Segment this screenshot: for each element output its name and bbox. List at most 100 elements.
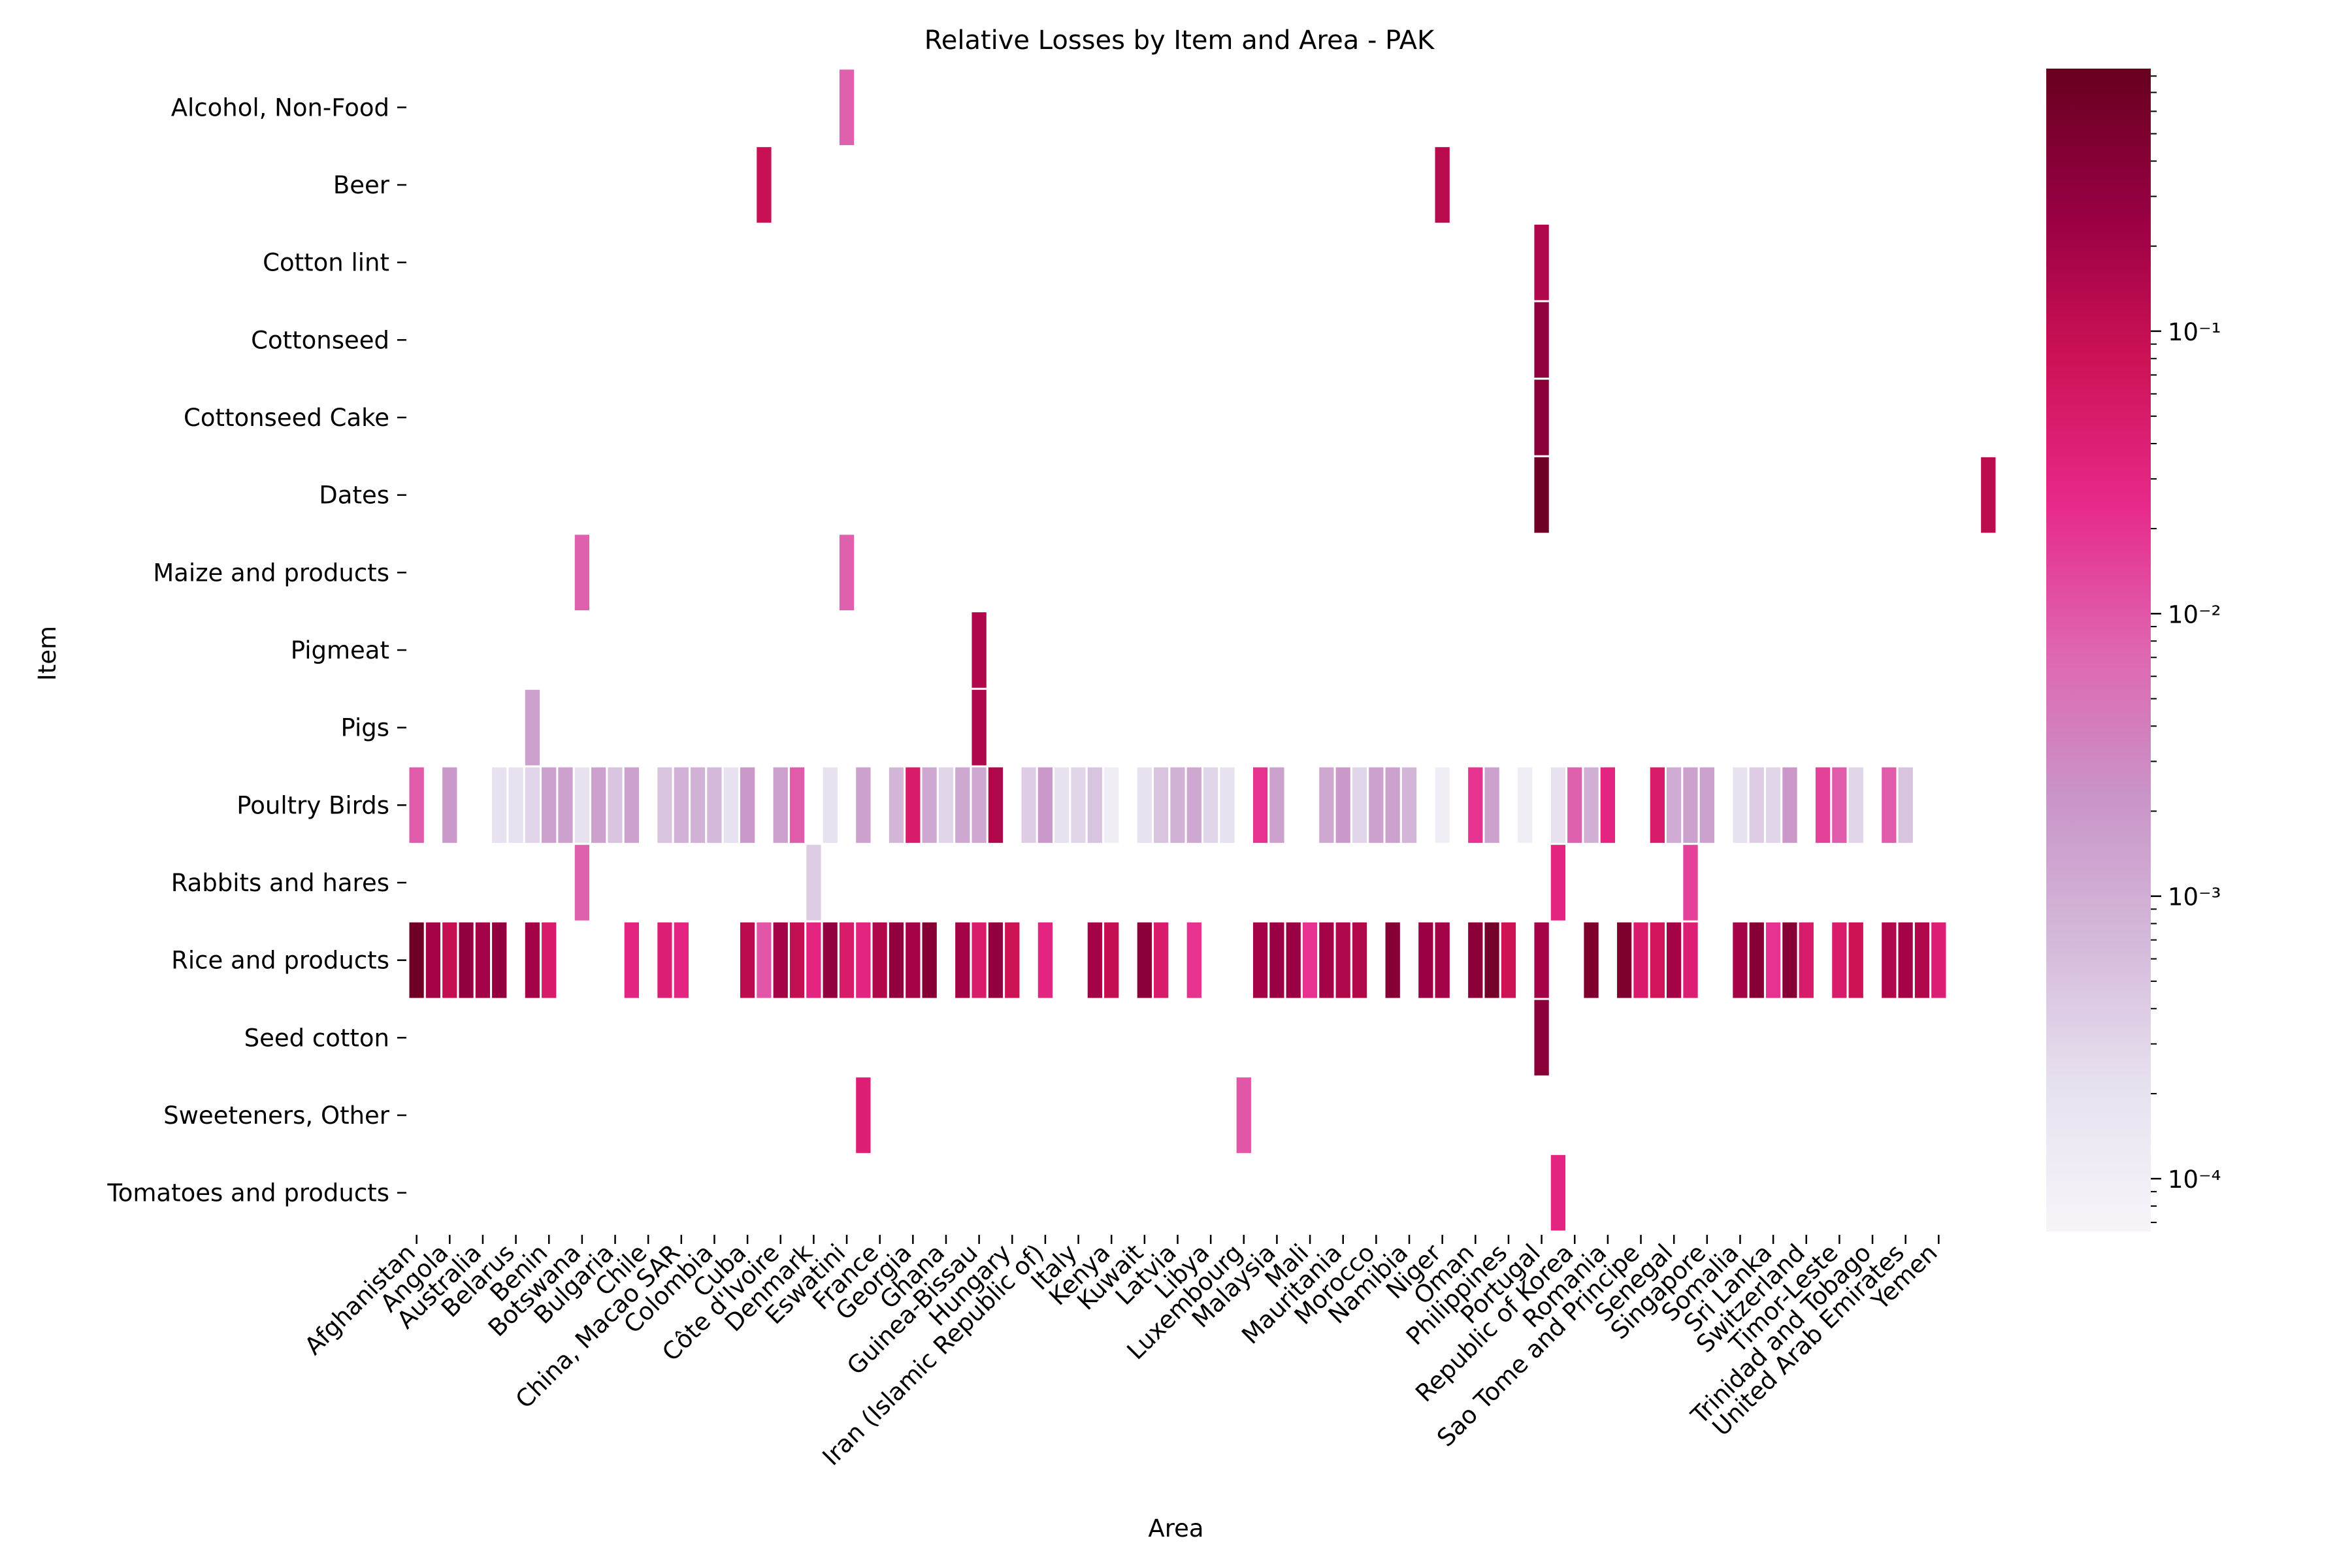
y-tick-label: Tomatoes and products: [106, 1179, 389, 1207]
y-tick-label: Beer: [333, 171, 390, 199]
heatmap-cell: [572, 843, 592, 923]
heatmap-cell: [738, 920, 757, 1000]
heatmap-cell: [1102, 765, 1121, 845]
heatmap-cell: [1383, 920, 1402, 1000]
heatmap-cell: [457, 920, 476, 1000]
heatmap-cell: [904, 765, 923, 845]
heatmap-cell: [423, 920, 443, 1000]
heatmap-cell: [804, 843, 823, 923]
heatmap-cell: [970, 610, 988, 690]
heatmap-cell: [837, 920, 857, 1000]
heatmap-cell: [1532, 998, 1551, 1078]
heatmap-cell: [1665, 765, 1684, 845]
heatmap-cell: [1218, 765, 1237, 845]
heatmap-cell: [1797, 920, 1816, 1000]
heatmap-cell: [1499, 920, 1518, 1000]
y-tick-label: Dates: [319, 482, 389, 510]
heatmap-cell: [1763, 920, 1783, 1000]
heatmap-cell: [1019, 765, 1038, 845]
heatmap-cell: [1069, 765, 1088, 845]
heatmap-cell: [920, 765, 939, 845]
heatmap-cell: [1532, 920, 1551, 1000]
heatmap-cell: [1482, 920, 1501, 1000]
heatmap-cell: [523, 687, 542, 768]
heatmap-cell: [1532, 300, 1551, 380]
heatmap-cell: [1747, 920, 1766, 1000]
heatmap-cell: [688, 765, 708, 845]
heatmap-cell: [837, 67, 857, 148]
heatmap-cell: [1830, 765, 1849, 845]
heatmap-cell: [1267, 765, 1286, 845]
y-tick-label: Seed cotton: [244, 1024, 389, 1052]
heatmap-cell: [1681, 920, 1700, 1000]
heatmap-cell: [1631, 920, 1650, 1000]
heatmap-cell: [1053, 765, 1071, 845]
heatmap-cell: [1565, 765, 1584, 845]
heatmap-cell: [1168, 765, 1187, 845]
heatmap-cell: [1466, 920, 1485, 1000]
heatmap-cell: [1681, 843, 1700, 923]
heatmap-cells: [407, 67, 1998, 1233]
y-tick-label: Rabbits and hares: [171, 869, 389, 897]
heatmap-cell: [473, 920, 493, 1000]
heatmap-cell: [1548, 765, 1568, 845]
heatmap-cell: [1152, 920, 1171, 1000]
heatmap-cell: [1317, 920, 1336, 1000]
heatmap-cell: [440, 765, 459, 845]
heatmap-cell: [490, 920, 509, 1000]
heatmap-cell: [1880, 765, 1899, 845]
y-tick-label: Cottonseed: [251, 326, 389, 354]
heatmap-cell: [506, 765, 525, 845]
heatmap-cell: [523, 765, 542, 845]
y-tick-label: Sweeteners, Other: [163, 1102, 390, 1130]
heatmap-cell: [1648, 765, 1667, 845]
heatmap-cell: [1152, 765, 1171, 845]
heatmap-cell: [1350, 920, 1369, 1000]
heatmap-cell: [523, 920, 542, 1000]
heatmap-cell: [407, 765, 426, 845]
heatmap-cell: [1201, 765, 1220, 845]
heatmap-cell: [1036, 920, 1055, 1000]
colorbar-tick-label: 10⁻²: [2168, 600, 2221, 629]
heatmap-cell: [953, 920, 972, 1000]
heatmap-cell: [1548, 1152, 1568, 1233]
heatmap-cell: [1830, 920, 1849, 1000]
heatmap-cell: [970, 920, 988, 1000]
heatmap-cell: [705, 765, 724, 845]
heatmap-cell: [1582, 765, 1601, 845]
y-tick-label: Alcohol, Non-Food: [171, 93, 389, 122]
y-tick-label: Pigmeat: [291, 636, 389, 664]
heatmap-cell: [1681, 765, 1700, 845]
y-axis: Alcohol, Non-Food Beer Cotton lint Cottonse…: [106, 93, 406, 1207]
heatmap-cell: [1416, 920, 1435, 1000]
heatmap-cell: [1184, 765, 1203, 845]
heatmap-cell: [821, 920, 840, 1000]
heatmap-cell: [904, 920, 923, 1000]
heatmap-cell: [1367, 765, 1386, 845]
colorbar: 10⁻⁴ 10⁻³ 10⁻² 10⁻¹: [2046, 69, 2221, 1232]
heatmap-cell: [1929, 920, 1948, 1000]
heatmap-cell: [887, 920, 906, 1000]
heatmap-cell: [1615, 920, 1634, 1000]
heatmap-cell: [837, 532, 857, 613]
heatmap-cell: [1731, 765, 1750, 845]
heatmap-cell: [738, 765, 757, 845]
heatmap-cell: [540, 920, 559, 1000]
heatmap-cell: [854, 1075, 873, 1155]
heatmap-cell: [1880, 920, 1899, 1000]
heatmap-cell: [1250, 765, 1270, 845]
heatmap-cell: [1102, 920, 1121, 1000]
heatmap-cell: [986, 765, 1005, 845]
heatmap-cell: [1135, 765, 1154, 845]
colorbar-tick-label: 10⁻⁴: [2168, 1166, 2221, 1194]
heatmap-cell: [1433, 765, 1452, 845]
heatmap-cell: [804, 920, 823, 1000]
heatmap-cell: [1085, 920, 1105, 1000]
heatmap-cell: [1780, 920, 1799, 1000]
heatmap-cell: [1979, 455, 1998, 535]
y-tick-label: Cotton lint: [263, 249, 389, 277]
heatmap-cell: [1846, 920, 1865, 1000]
heatmap-cell: [1532, 222, 1551, 302]
heatmap-cell: [1896, 765, 1915, 845]
